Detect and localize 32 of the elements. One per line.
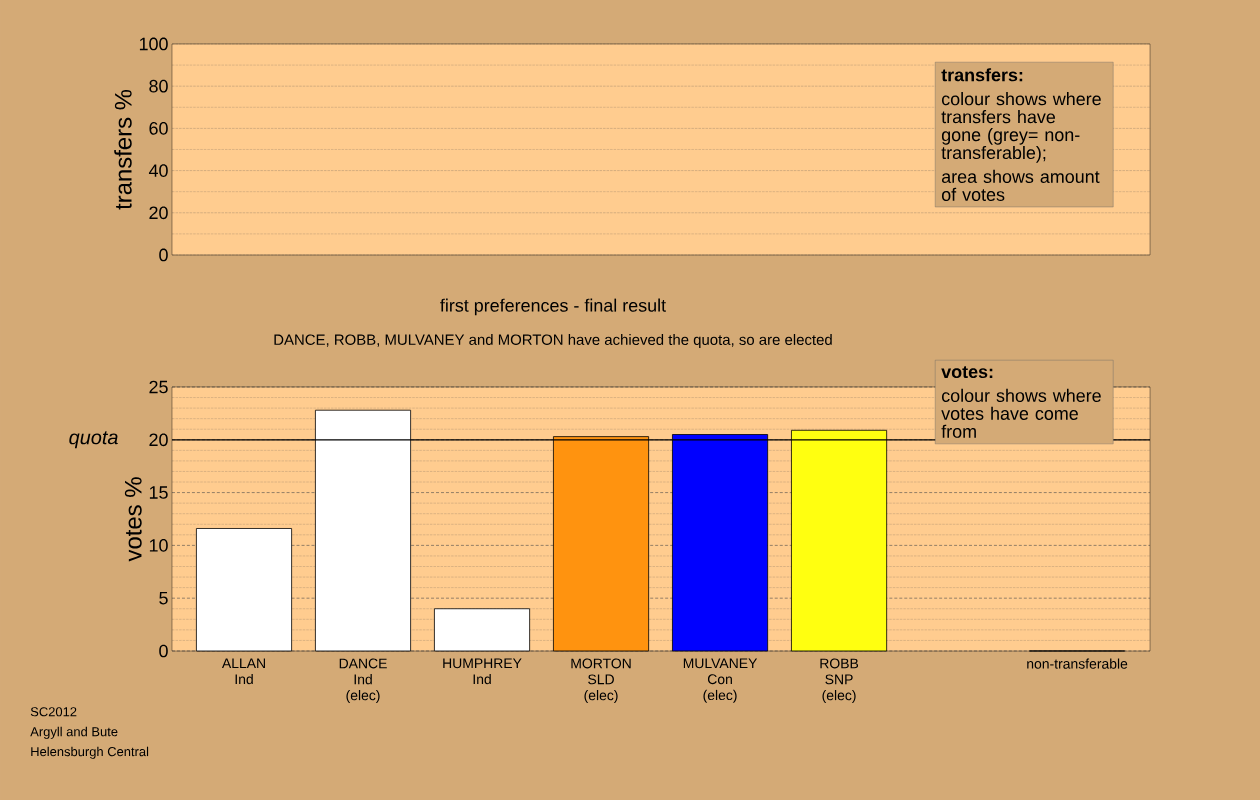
x-tick-label: non-transferable [1027, 658, 1128, 669]
x-tick-label: MULVANEY Con (elec) [683, 658, 758, 703]
y-tick-label: 25 [149, 380, 168, 394]
y-axis-title: votes % [124, 477, 142, 562]
y-tick-label: 0 [159, 644, 168, 658]
y-tick-label: 20 [149, 433, 168, 447]
x-tick-label: MORTON SLD (elec) [571, 658, 631, 704]
y-tick-label: 40 [148, 164, 168, 177]
x-tick-label: ALLAN Ind [221, 658, 265, 685]
x-tick-label: HUMPHREY Ind [443, 658, 522, 685]
annotation: colour shows where transfers have gone (grey= non-transferable); [941, 92, 1101, 163]
annotation: area shows amount of votes [941, 169, 1100, 201]
y-tick-label: 15 [149, 486, 168, 499]
y-tick-label: 60 [149, 122, 168, 135]
chart-title: first preferences - final result [440, 298, 666, 316]
y-tick-label: 100 [139, 37, 168, 51]
y-tick-label: 0 [159, 248, 168, 262]
y-tick-label: 80 [149, 79, 168, 93]
y-tick-label: 10 [149, 539, 168, 552]
chart-subtitle: DANCE, ROBB, MULVANEY and MORTON have achieved the quota, so are elected [274, 334, 832, 348]
annotation: colour shows where votes have come from [941, 388, 1101, 438]
text: Argyll and Bute [30, 726, 118, 739]
y-axis-title: transfers % [114, 89, 132, 210]
text: SC2012 [30, 707, 77, 717]
x-tick-label: ROBB SNP (elec) [820, 658, 859, 704]
ref-line-label: quota [69, 431, 118, 449]
text: votes: [941, 366, 993, 379]
y-tick-label: 5 [159, 591, 168, 605]
text: Helensburgh Central [31, 746, 149, 759]
y-tick-label: 20 [149, 206, 168, 220]
annotation: transfers: [941, 68, 1023, 82]
x-tick-label: DANCE Ind (elec) [339, 658, 387, 704]
